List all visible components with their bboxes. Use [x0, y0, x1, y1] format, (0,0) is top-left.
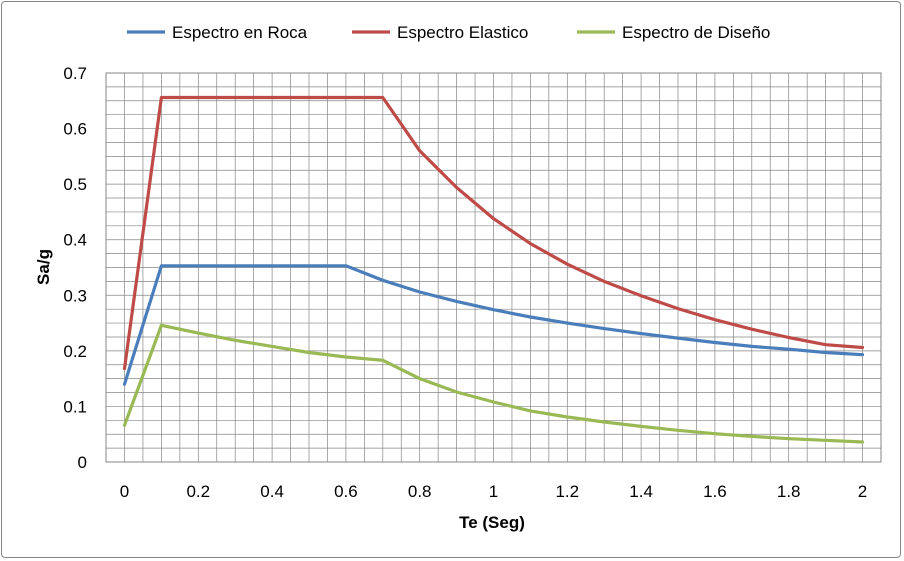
y-tick-label: 0.4 [63, 231, 87, 250]
x-tick-label: 0.6 [334, 482, 358, 501]
x-axis-title: Te (Seg) [459, 513, 525, 532]
series-line-3 [122, 323, 865, 444]
y-axis-tick-labels: 0 0.1 0.2 0.3 0.4 0.5 0.6 0.7 [63, 64, 87, 472]
y-tick-label: 0 [78, 453, 87, 472]
x-tick-label: 0 [120, 482, 129, 501]
x-axis-tick-labels: 0 0.2 0.4 0.6 0.8 1 1.2 1.4 1.6 1.8 2 [120, 482, 867, 501]
y-tick-label: 0.7 [63, 64, 87, 83]
x-tick-label: 1.6 [703, 482, 727, 501]
y-tick-label: 0.6 [63, 120, 87, 139]
series-line-2 [122, 95, 865, 371]
x-tick-label: 1.8 [777, 482, 801, 501]
plot-area-border [105, 72, 882, 463]
x-tick-label: 0.2 [186, 482, 210, 501]
y-tick-label: 0.5 [63, 175, 87, 194]
legend: Espectro en Roca Espectro Elastico Espectr… [127, 23, 770, 42]
y-tick-label: 0.2 [63, 342, 87, 361]
x-tick-label: 1.2 [555, 482, 579, 501]
y-tick-label: 0.1 [63, 397, 87, 416]
legend-label: Espectro de Diseño [622, 23, 770, 42]
legend-label: Espectro en Roca [172, 23, 308, 42]
series-lines [122, 95, 865, 444]
grid-lines [106, 73, 881, 462]
series-line-1 [122, 264, 865, 386]
x-tick-label: 2 [858, 482, 867, 501]
x-tick-label: 1 [489, 482, 498, 501]
x-tick-label: 0.4 [260, 482, 284, 501]
x-tick-label: 0.8 [408, 482, 432, 501]
x-tick-label: 1.4 [629, 482, 653, 501]
y-axis-title: Sa/g [34, 249, 53, 285]
legend-label: Espectro Elastico [397, 23, 528, 42]
y-tick-label: 0.3 [63, 286, 87, 305]
